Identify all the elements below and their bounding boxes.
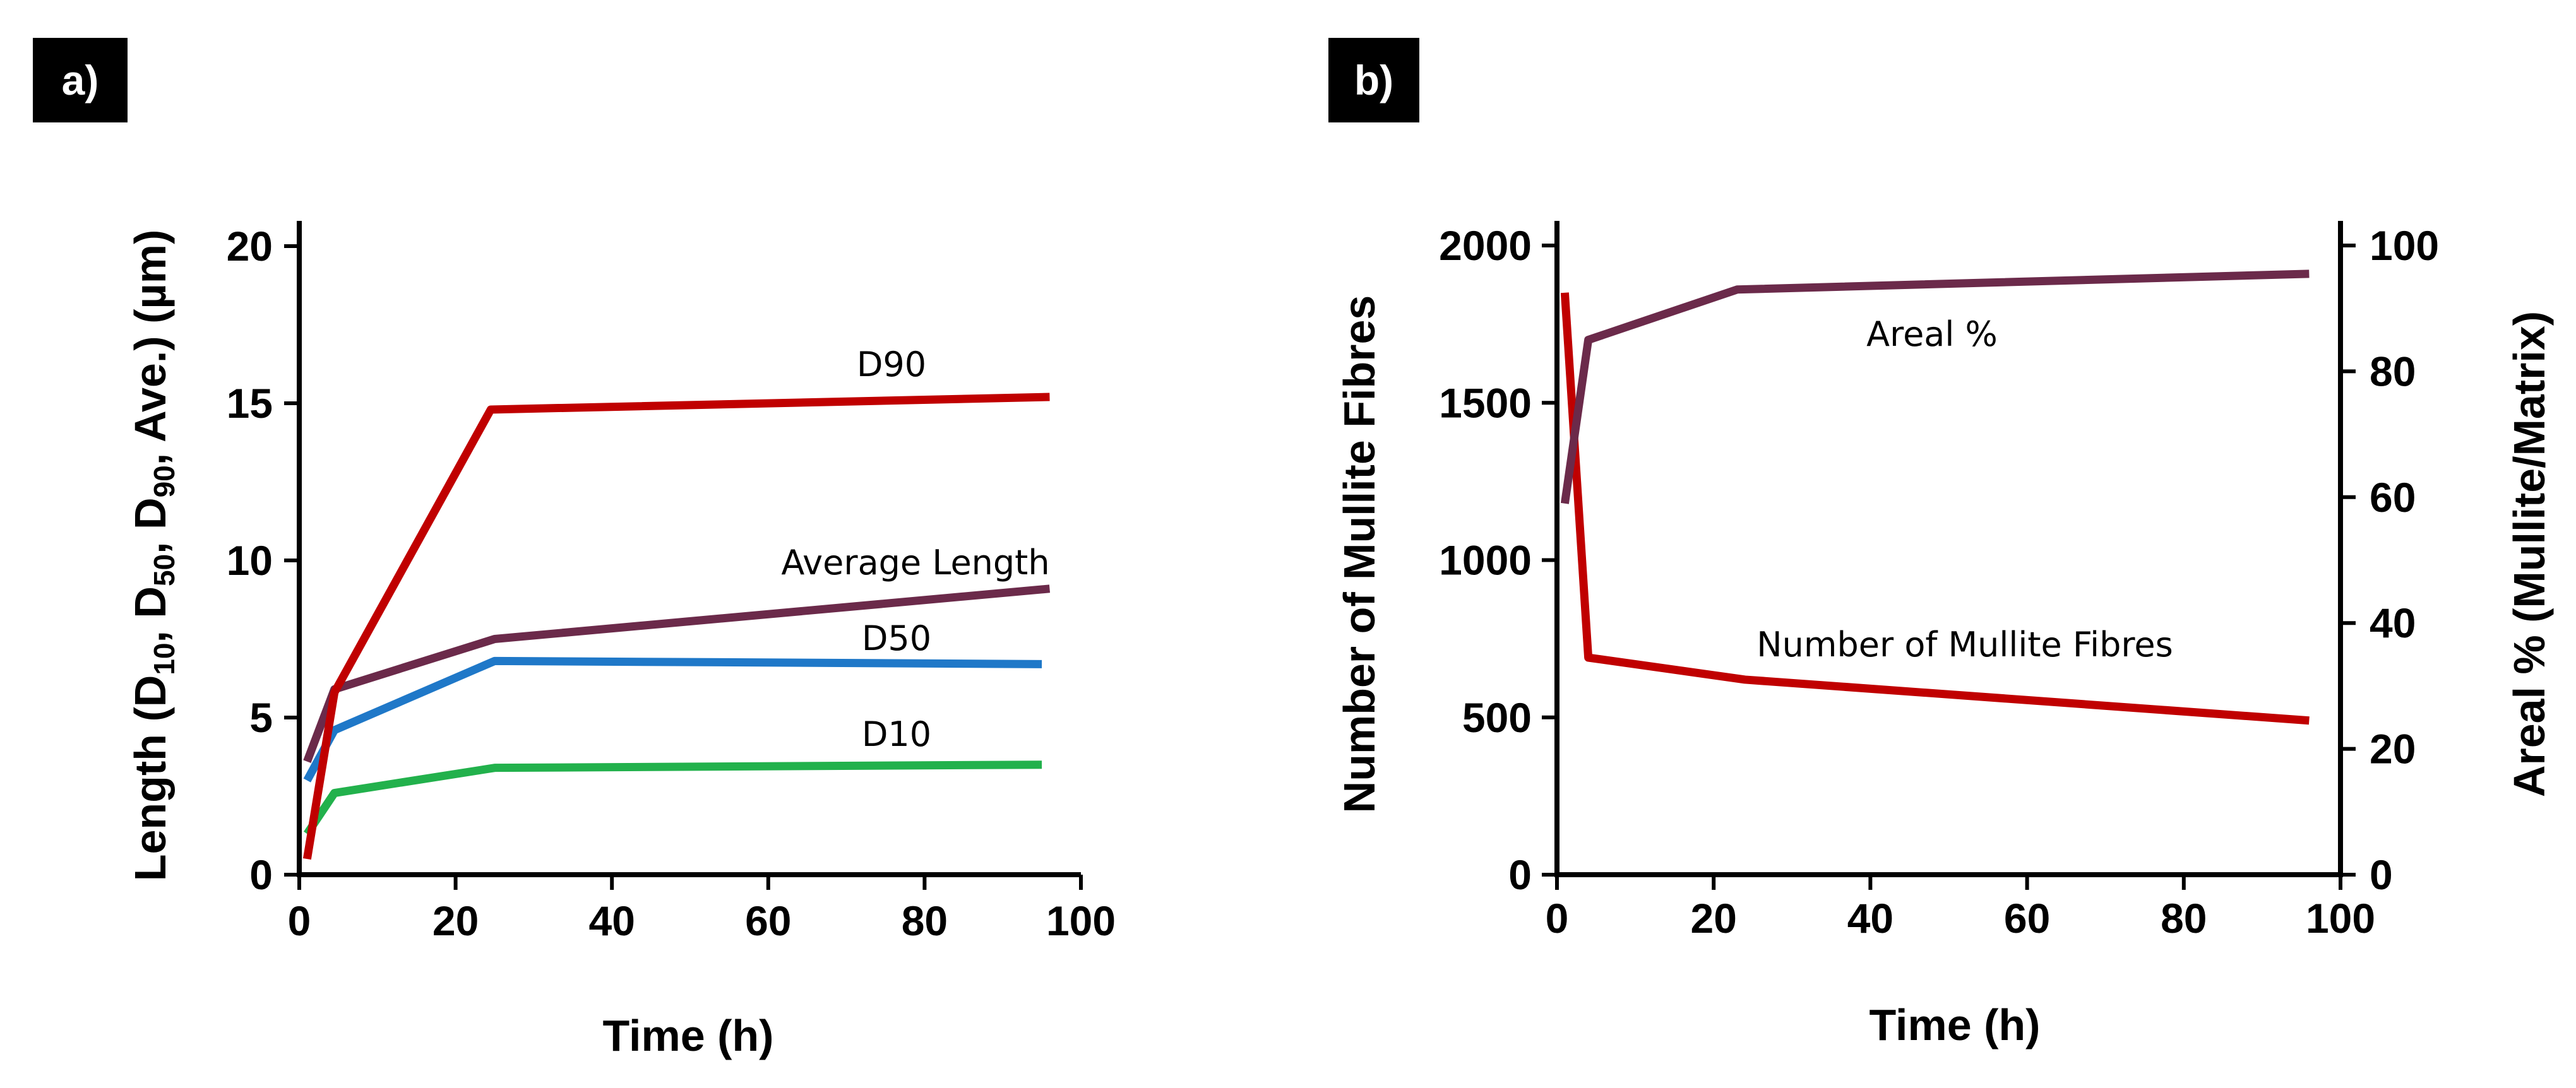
- series-line-areal: [1560, 269, 2310, 504]
- y-tick-label: 15: [227, 380, 273, 427]
- panel-b-label-box: [1328, 38, 1419, 122]
- y-tick-label: 0: [249, 851, 273, 898]
- x-tick-label: 80: [2161, 895, 2207, 942]
- x-tick-label: 20: [1690, 895, 1736, 942]
- series-label-d10: D10: [862, 714, 931, 754]
- panel-b-right-axis-title: Areal % (Mullite/Matrix): [2505, 311, 2554, 797]
- panel-a-x-axis-title: Time (h): [603, 1011, 774, 1060]
- series-line-average-length: [303, 584, 1051, 764]
- panel-b-x-axis-title: Time (h): [1869, 1000, 2041, 1050]
- x-tick-label: 100: [2306, 895, 2375, 942]
- panel-a-y-axis-title: Length (D10, D50, D90, Ave.) (µm): [126, 230, 181, 882]
- panel-b-plot: 0 20 40 60 80 1000500100015002000020406080100…: [1439, 221, 2439, 942]
- panel-b: b) 0 20 40 60 80 1000500100015002000020406080…: [1328, 38, 2554, 1050]
- left-y-tick-label: 2000: [1439, 222, 1532, 269]
- panel-a-label-box: [33, 38, 128, 122]
- series-label-d50: D50: [862, 618, 931, 658]
- x-tick-label: 40: [1847, 895, 1893, 942]
- series-label-number-of-mullite-fibres: Number of Mullite Fibres: [1756, 625, 2173, 665]
- x-tick-label: 0: [1546, 895, 1569, 942]
- series-label-d90: D90: [857, 345, 926, 384]
- series-line-d90: [302, 393, 1050, 860]
- series-label-areal: Areal %: [1866, 314, 1998, 354]
- right-y-tick-label: 60: [2370, 474, 2416, 521]
- panel-b-left-axis-title: Number of Mullite Fibres: [1335, 295, 1384, 813]
- x-tick-label: 40: [588, 897, 635, 944]
- panel-a-label: a): [62, 57, 99, 103]
- left-y-tick-label: 1000: [1439, 537, 1532, 584]
- right-y-tick-label: 80: [2370, 348, 2416, 394]
- x-tick-label: 20: [432, 897, 479, 944]
- y-tick-label: 5: [249, 694, 273, 741]
- right-y-tick-label: 20: [2370, 726, 2416, 772]
- left-y-tick-label: 500: [1462, 694, 1532, 741]
- panel-a-plot: 0 20 40 60 80 100 0 5 10 15 20 D90 Average Length D50…: [227, 221, 1116, 944]
- series-line-d10: [303, 760, 1042, 836]
- left-y-tick-label: 0: [1508, 851, 1532, 898]
- x-tick-label: 0: [288, 897, 311, 944]
- right-y-tick-label: 40: [2370, 600, 2416, 646]
- y-tick-label: 20: [227, 223, 273, 269]
- x-tick-label: 60: [745, 897, 791, 944]
- x-tick-label: 80: [902, 897, 948, 944]
- series-line-number-of-mullite-fibres: [1560, 292, 2310, 725]
- right-y-tick-label: 100: [2370, 222, 2439, 269]
- series-label-average-length: Average Length: [781, 543, 1049, 582]
- x-tick-label: 100: [1046, 897, 1116, 944]
- x-tick-label: 60: [2004, 895, 2050, 942]
- left-y-tick-label: 1500: [1439, 379, 1532, 426]
- panel-a: a) 0 20 40 60 80 100 0 5 10 15 20 D90 Average Length…: [33, 38, 1116, 1060]
- panel-b-label: b): [1354, 57, 1393, 103]
- right-y-tick-label: 0: [2370, 851, 2393, 898]
- y-tick-label: 10: [227, 537, 273, 584]
